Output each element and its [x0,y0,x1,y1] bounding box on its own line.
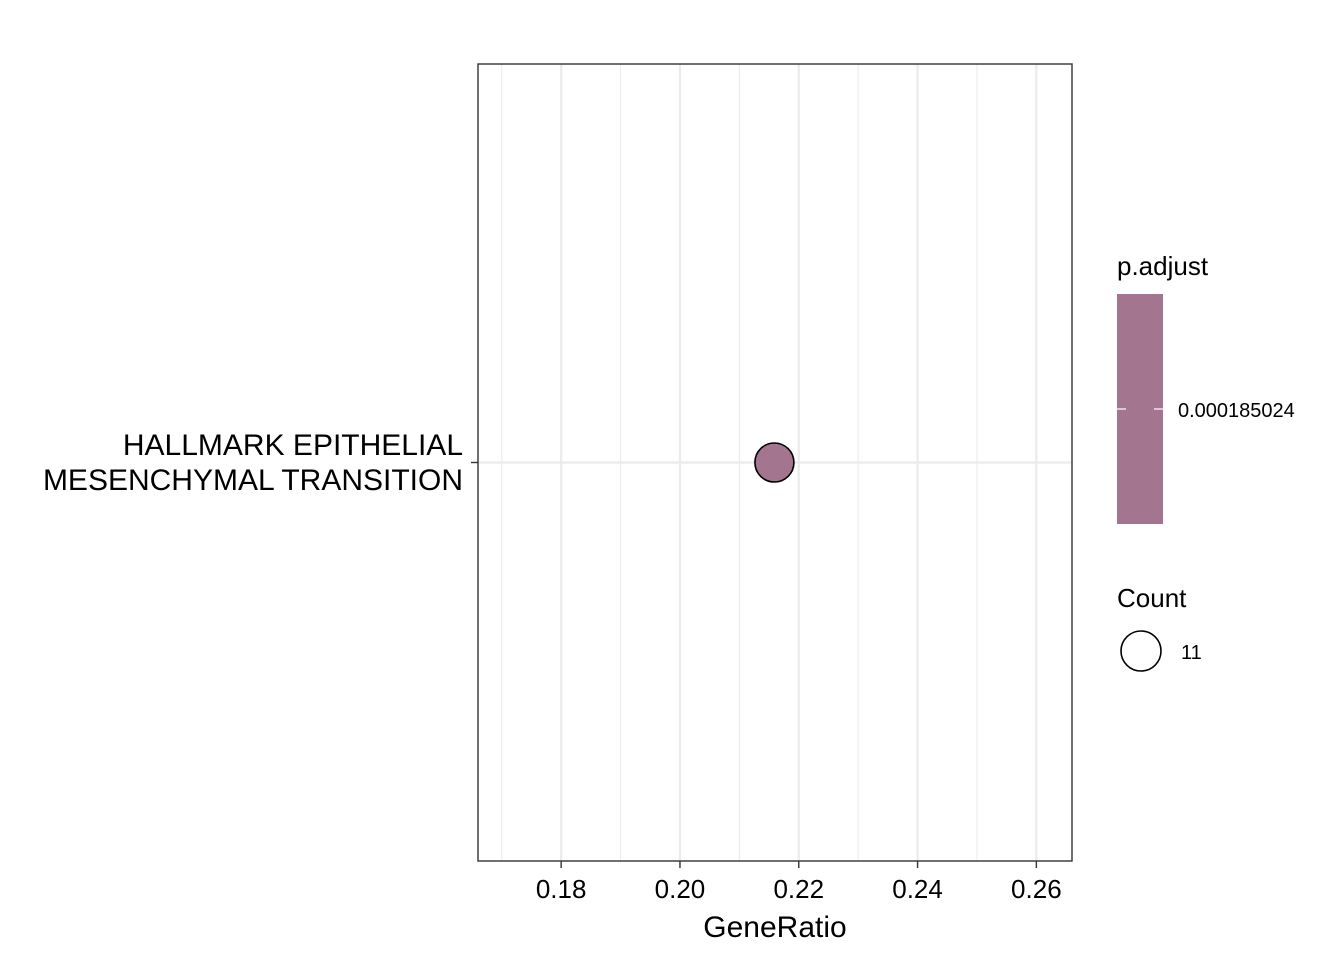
legend: p.adjust 0.000185024 Count 11 [1117,251,1295,672]
data-points [754,442,795,483]
y-axis: HALLMARK EPITHELIAL MESENCHYMAL TRANSITIO… [43,429,478,497]
size-legend-label: 11 [1181,642,1202,664]
legend-size-title: Count [1117,583,1187,613]
x-tick-label: 0.22 [773,874,824,904]
x-tick-label: 0.24 [892,874,943,904]
x-axis: 0.18 0.20 0.22 0.24 0.26 [536,861,1062,904]
x-tick-label: 0.18 [536,874,587,904]
x-axis-title: GeneRatio [703,911,846,944]
x-tick-label: 0.26 [1011,874,1062,904]
legend-color-title: p.adjust [1117,251,1209,281]
grid-lines [478,64,1072,861]
colorbar-label: 0.000185024 [1178,400,1295,422]
x-tick-label: 0.20 [655,874,706,904]
y-tick-label: HALLMARK EPITHELIAL MESENCHYMAL TRANSITIO… [43,429,463,497]
size-legend-circle [1120,630,1162,672]
data-point [754,442,795,483]
